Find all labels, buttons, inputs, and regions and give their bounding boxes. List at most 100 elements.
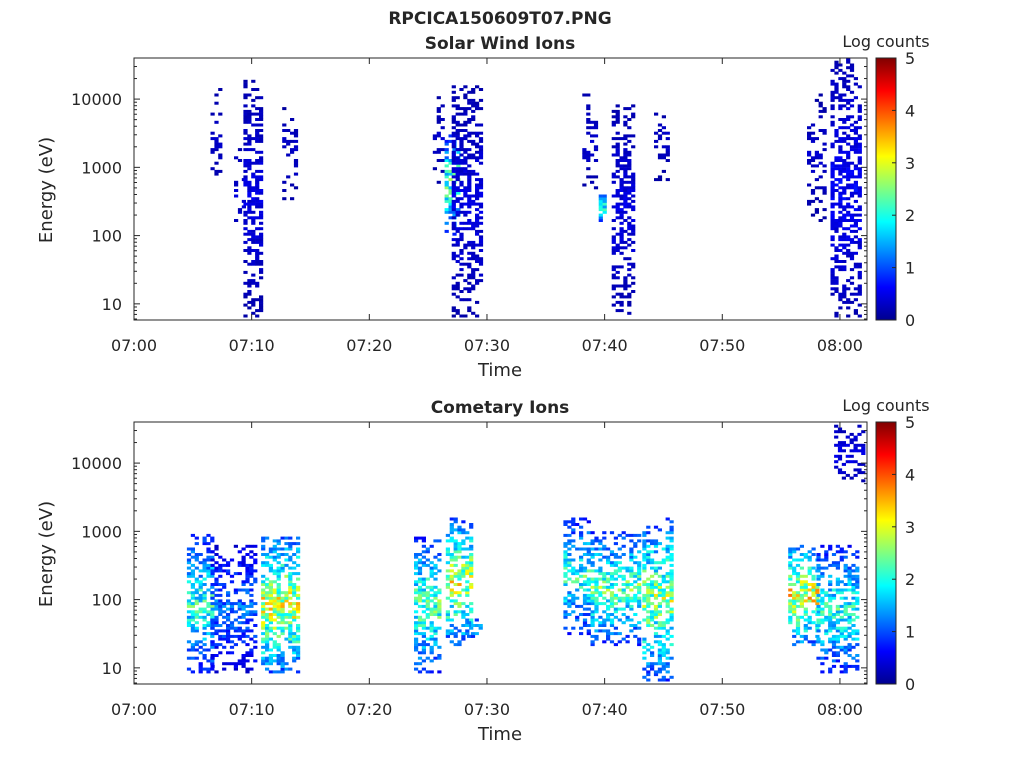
heatmap-cell bbox=[445, 547, 450, 551]
heatmap-cell bbox=[653, 566, 659, 570]
heatmap-cell bbox=[582, 542, 588, 546]
heatmap-cell bbox=[657, 604, 662, 608]
heatmap-cell bbox=[296, 593, 301, 597]
heatmap-cell bbox=[563, 544, 568, 548]
heatmap-cell bbox=[421, 626, 426, 630]
heatmap-cell bbox=[839, 555, 844, 559]
heatmap-cell bbox=[417, 585, 423, 589]
heatmap-cell bbox=[463, 172, 468, 176]
heatmap-cell bbox=[190, 629, 195, 633]
heatmap-cell bbox=[837, 471, 843, 475]
heatmap-cell bbox=[414, 555, 419, 559]
heatmap-cell bbox=[650, 591, 655, 595]
heatmap-cell bbox=[814, 208, 819, 212]
heatmap-cell bbox=[842, 235, 847, 239]
heatmap-cell bbox=[816, 569, 821, 573]
heatmap-cell bbox=[861, 452, 866, 455]
heatmap-cell bbox=[233, 591, 238, 595]
heatmap-cell bbox=[421, 667, 426, 671]
heatmap-cell bbox=[633, 572, 638, 576]
heatmap-cell bbox=[451, 96, 456, 100]
heatmap-cell bbox=[609, 632, 615, 636]
heatmap-cell bbox=[261, 591, 266, 595]
heatmap-cell bbox=[284, 621, 289, 625]
heatmap-cell bbox=[646, 664, 651, 668]
heatmap-cell bbox=[642, 599, 647, 603]
heatmap-cell bbox=[296, 645, 301, 649]
heatmap-cell bbox=[259, 300, 264, 304]
heatmap-cell bbox=[465, 580, 470, 584]
heatmap-cell bbox=[835, 544, 840, 548]
heatmap-cell bbox=[276, 569, 281, 573]
heatmap-cell bbox=[218, 607, 223, 611]
heatmap-cell bbox=[453, 634, 458, 638]
heatmap-cell bbox=[186, 656, 192, 660]
heatmap-cell bbox=[296, 656, 301, 660]
heatmap-cell bbox=[816, 583, 821, 586]
heatmap-cell bbox=[606, 585, 611, 589]
heatmap-cell bbox=[807, 183, 812, 187]
heatmap-cell bbox=[822, 129, 827, 132]
heatmap-cell bbox=[190, 626, 195, 630]
heatmap-cell bbox=[575, 547, 580, 551]
heatmap-cell bbox=[467, 153, 472, 157]
heatmap-cell bbox=[646, 555, 651, 559]
heatmap-cell bbox=[210, 645, 215, 649]
heatmap-cell bbox=[838, 107, 843, 111]
heatmap-cell bbox=[247, 134, 252, 138]
heatmap-cell bbox=[834, 290, 839, 293]
heatmap-cell bbox=[475, 281, 480, 285]
heatmap-cell bbox=[837, 449, 843, 453]
heatmap-cell bbox=[190, 618, 195, 622]
heatmap-cell bbox=[623, 123, 628, 127]
heatmap-cell bbox=[417, 656, 423, 660]
heatmap-cell bbox=[839, 664, 844, 668]
heatmap-cell bbox=[292, 615, 297, 619]
heatmap-cell bbox=[452, 210, 457, 214]
heatmap-cell bbox=[838, 172, 843, 176]
heatmap-cell bbox=[646, 615, 651, 619]
heatmap-cell bbox=[259, 243, 264, 247]
heatmap-cell bbox=[261, 662, 266, 666]
heatmap-cell bbox=[249, 588, 254, 592]
heatmap-cell bbox=[469, 539, 474, 543]
heatmap-cell bbox=[229, 602, 235, 606]
heatmap-cell bbox=[467, 309, 472, 313]
heatmap-cell bbox=[657, 561, 662, 565]
heatmap-cell bbox=[637, 626, 642, 630]
heatmap-cell bbox=[214, 137, 219, 141]
heatmap-cell bbox=[421, 621, 426, 625]
heatmap-cell bbox=[563, 599, 568, 603]
heatmap-cell bbox=[810, 137, 816, 141]
heatmap-cell bbox=[247, 281, 252, 285]
heatmap-cell bbox=[579, 563, 584, 567]
heatmap-cell bbox=[619, 292, 624, 296]
heatmap-cell bbox=[609, 550, 615, 554]
heatmap-cell bbox=[471, 194, 476, 198]
heatmap-cell bbox=[247, 262, 252, 266]
heatmap-cell bbox=[255, 251, 260, 255]
heatmap-cell bbox=[799, 588, 804, 592]
heatmap-cell bbox=[816, 621, 821, 625]
heatmap-cell bbox=[623, 156, 628, 160]
heatmap-cell bbox=[857, 284, 862, 288]
heatmap-cell bbox=[461, 542, 466, 546]
heatmap-cell bbox=[414, 610, 419, 614]
heatmap-cell bbox=[214, 544, 219, 548]
heatmap-cell bbox=[650, 613, 655, 616]
heatmap-cell bbox=[846, 183, 851, 187]
heatmap-cell bbox=[253, 577, 258, 581]
heatmap-cell bbox=[245, 588, 250, 592]
heatmap-cell bbox=[463, 262, 468, 266]
heatmap-cell bbox=[637, 588, 642, 592]
heatmap-cell bbox=[268, 580, 273, 584]
heatmap-cell bbox=[615, 175, 620, 179]
heatmap-cell bbox=[198, 585, 203, 589]
heatmap-cell bbox=[421, 648, 426, 652]
heatmap-cell bbox=[233, 626, 238, 630]
heatmap-cell bbox=[810, 213, 816, 217]
heatmap-cell bbox=[831, 588, 837, 592]
heatmap-cell bbox=[202, 536, 207, 540]
heatmap-cell bbox=[459, 221, 464, 225]
heatmap-cell bbox=[788, 615, 793, 619]
